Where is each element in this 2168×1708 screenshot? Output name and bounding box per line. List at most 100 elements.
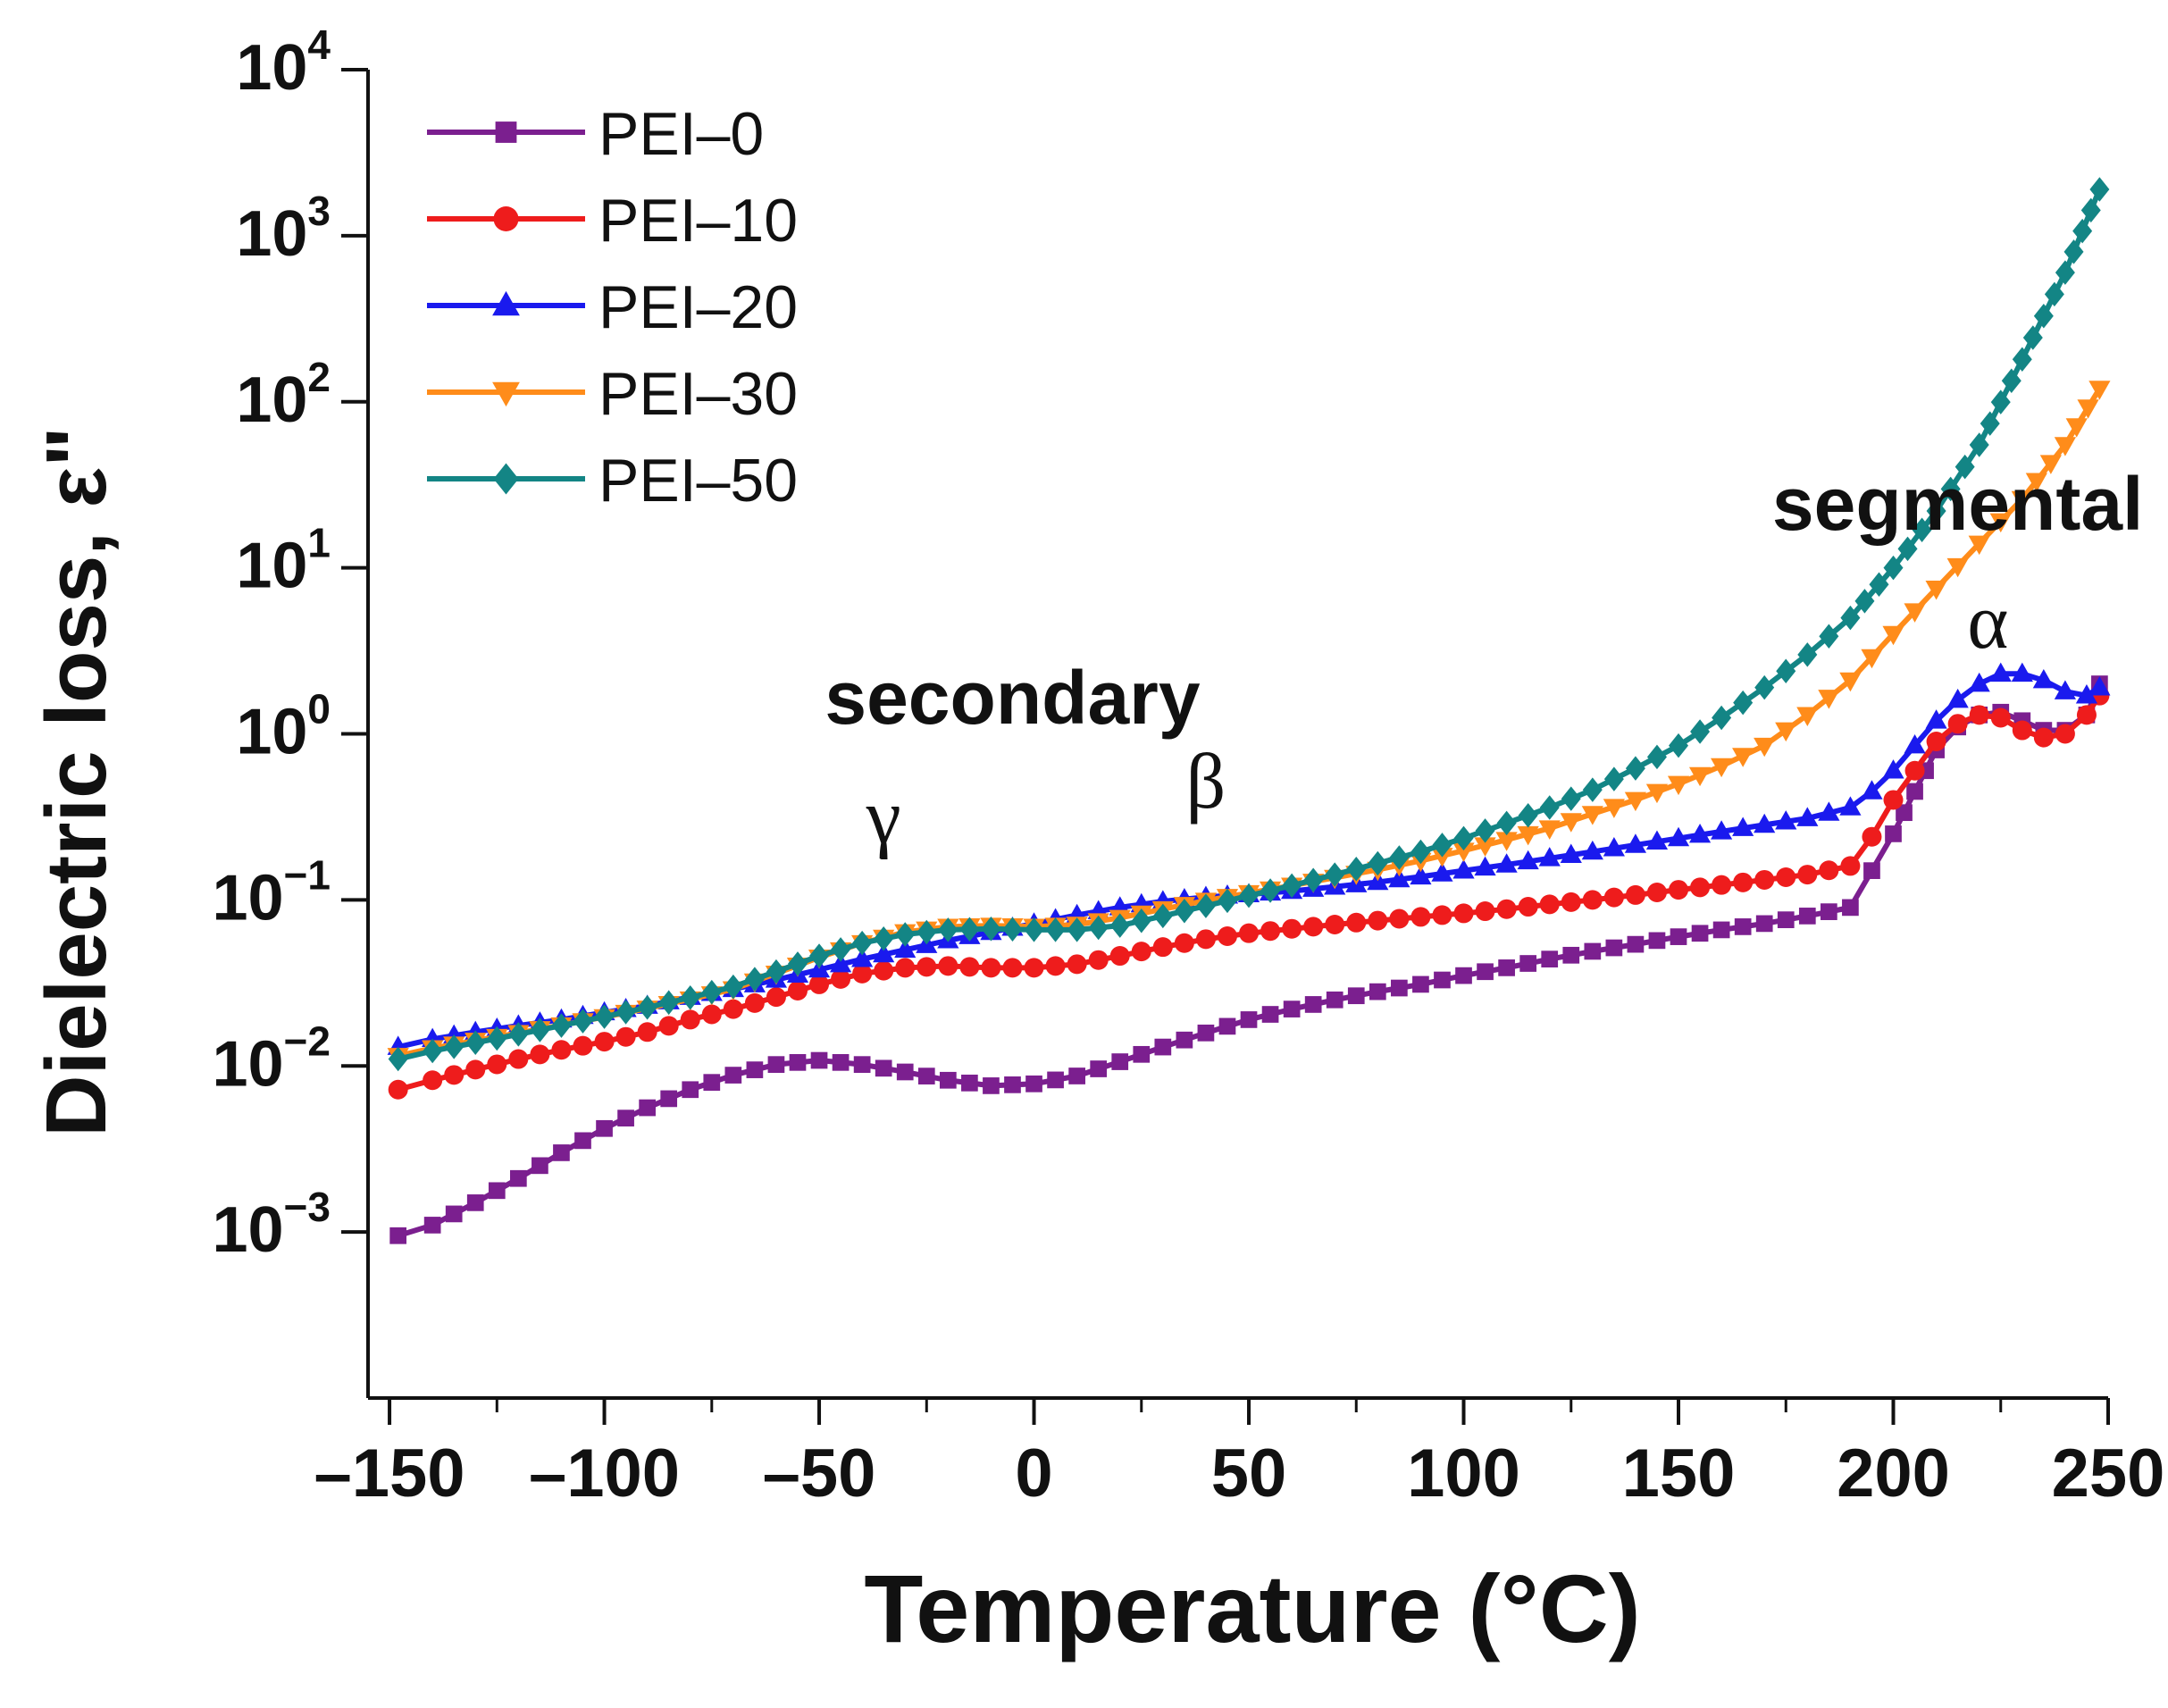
data-point [1776,867,1796,888]
data-point [917,957,937,977]
data-point [810,1051,828,1069]
legend-marker [492,381,520,407]
data-point [1217,926,1237,947]
data-point [1925,581,1947,600]
y-tick-label: 103 [236,188,331,270]
data-point [466,1194,484,1211]
x-tick-label: 200 [1837,1436,1950,1511]
data-point [1518,897,1538,917]
legend-label: PEI–30 [599,360,798,428]
data-point [896,1063,914,1081]
data-point [2075,684,2098,704]
data-point [1024,917,1044,942]
data-point [637,995,657,1020]
data-point [423,1070,443,1091]
data-point [1912,517,1932,542]
y-axis-title: Dielectric loss, ε" [29,426,124,1136]
data-point [1474,856,1496,876]
data-point [701,979,722,1005]
data-point [1045,917,1066,942]
data-point [1088,950,1109,970]
data-point [1839,672,1862,692]
data-point [1581,806,1603,825]
data-point [1797,642,1818,667]
x-tick-label: 0 [1015,1436,1052,1511]
data-point [2065,418,2088,438]
x-tick-label: 250 [2052,1436,2165,1511]
data-point [1775,810,1797,830]
data-point [615,1026,636,1047]
data-point [1775,722,1797,742]
data-point [961,1074,978,1092]
data-point [1217,888,1237,914]
data-point [1260,921,1281,942]
data-point [1732,816,1754,836]
data-point [852,963,873,984]
data-point [658,990,679,1016]
data-point [1754,869,1775,890]
data-point [1539,894,1560,915]
data-point [1347,987,1365,1005]
data-point [1517,850,1539,870]
data-point [660,1090,678,1108]
data-point [1045,956,1066,976]
x-axis-title: Temperature (°C) [864,1554,1640,1662]
data-point [895,922,916,947]
data-point [1969,432,1989,457]
data-point [1734,918,1752,935]
data-point [809,943,830,968]
data-point [509,1169,527,1187]
data-point [1798,908,1816,925]
data-point [1968,535,1990,556]
data-point [1818,801,1840,821]
data-point [2011,662,2033,682]
data-point [1176,1031,1193,1049]
data-point [1068,1068,1085,1084]
data-point [2088,676,2111,696]
data-point [639,1099,656,1117]
data-point [1431,862,1453,882]
data-point [2089,177,2110,202]
data-point [744,992,765,1013]
data-point [1453,825,1474,851]
data-point [1645,830,1669,850]
data-point [1131,942,1151,962]
data-point [1474,837,1496,857]
data-point [2063,239,2084,264]
data-point [1174,933,1194,953]
data-point [1990,707,2011,728]
data-point [1326,991,1343,1009]
data-point [389,1227,407,1244]
x-tick-label: –50 [763,1436,876,1511]
data-point [1131,908,1151,934]
data-point [1883,555,1904,581]
data-point [1946,557,1969,578]
data-point [1067,917,1087,942]
data-point [1819,860,1839,881]
data-point [703,1074,721,1092]
data-point [551,1013,572,1038]
data-point [831,968,851,989]
annotation-secondary: secondary [825,656,1200,740]
data-point [1282,873,1302,899]
data-point [1432,905,1452,925]
data-point [981,958,1001,978]
data-point [1002,958,1023,978]
data-point [1496,810,1517,836]
data-point [1195,929,1216,950]
data-point [2012,347,2032,373]
data-point [1904,603,1926,623]
data-point [1854,589,1875,614]
series-PEI–10 [388,685,2110,1100]
axes: –150 –100 –50 0 50 100 150 200 250 104 103 102 101 10… [212,21,2164,1511]
data-point [1154,1038,1172,1056]
data-point [1669,733,1689,758]
data-point [1391,979,1408,997]
data-point [680,1009,700,1030]
data-point [1581,840,1603,860]
y-tick-label: 100 [236,686,331,768]
data-point [789,1053,807,1071]
data-point [1282,918,1302,939]
data-point [444,1034,465,1059]
